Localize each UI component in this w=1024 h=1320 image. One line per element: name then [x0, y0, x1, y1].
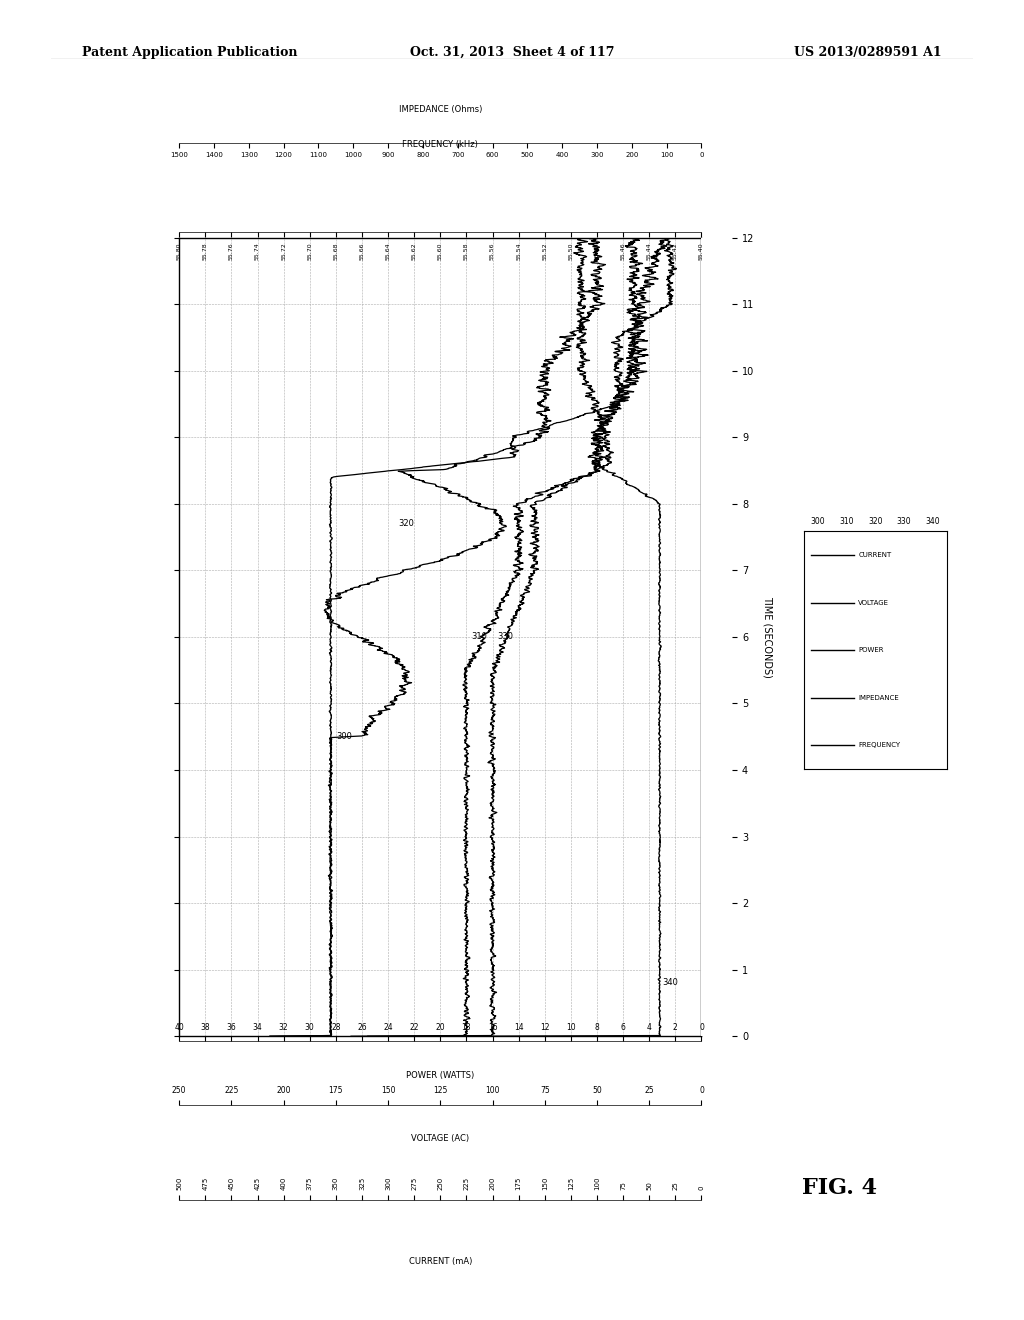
Text: Oct. 31, 2013  Sheet 4 of 117: Oct. 31, 2013 Sheet 4 of 117	[410, 46, 614, 59]
Text: POWER: POWER	[858, 647, 884, 653]
Text: 340: 340	[926, 517, 940, 527]
Text: VOLTAGE (AC): VOLTAGE (AC)	[412, 1134, 469, 1143]
Text: VOLTAGE: VOLTAGE	[858, 599, 889, 606]
Text: CURRENT (mA): CURRENT (mA)	[409, 1257, 472, 1266]
Text: US 2013/0289591 A1: US 2013/0289591 A1	[795, 46, 942, 59]
Text: 310: 310	[840, 517, 854, 527]
Text: 300: 300	[811, 517, 825, 527]
Text: POWER (WATTS): POWER (WATTS)	[407, 1071, 474, 1080]
Text: 300: 300	[336, 733, 352, 742]
Text: TIME (SECONDS): TIME (SECONDS)	[763, 595, 773, 678]
Text: 310: 310	[472, 632, 487, 642]
Text: IMPEDANCE (Ohms): IMPEDANCE (Ohms)	[398, 104, 482, 114]
Text: FREQUENCY (kHz): FREQUENCY (kHz)	[402, 140, 478, 149]
Text: FIG. 4: FIG. 4	[802, 1177, 878, 1199]
Text: 340: 340	[663, 978, 678, 987]
Text: 330: 330	[897, 517, 911, 527]
Text: 320: 320	[398, 519, 415, 528]
Text: IMPEDANCE: IMPEDANCE	[858, 694, 899, 701]
Text: 320: 320	[868, 517, 883, 527]
Text: FREQUENCY: FREQUENCY	[858, 742, 900, 748]
Text: CURRENT: CURRENT	[858, 552, 892, 558]
Text: 330: 330	[498, 632, 514, 642]
Text: Patent Application Publication: Patent Application Publication	[82, 46, 297, 59]
